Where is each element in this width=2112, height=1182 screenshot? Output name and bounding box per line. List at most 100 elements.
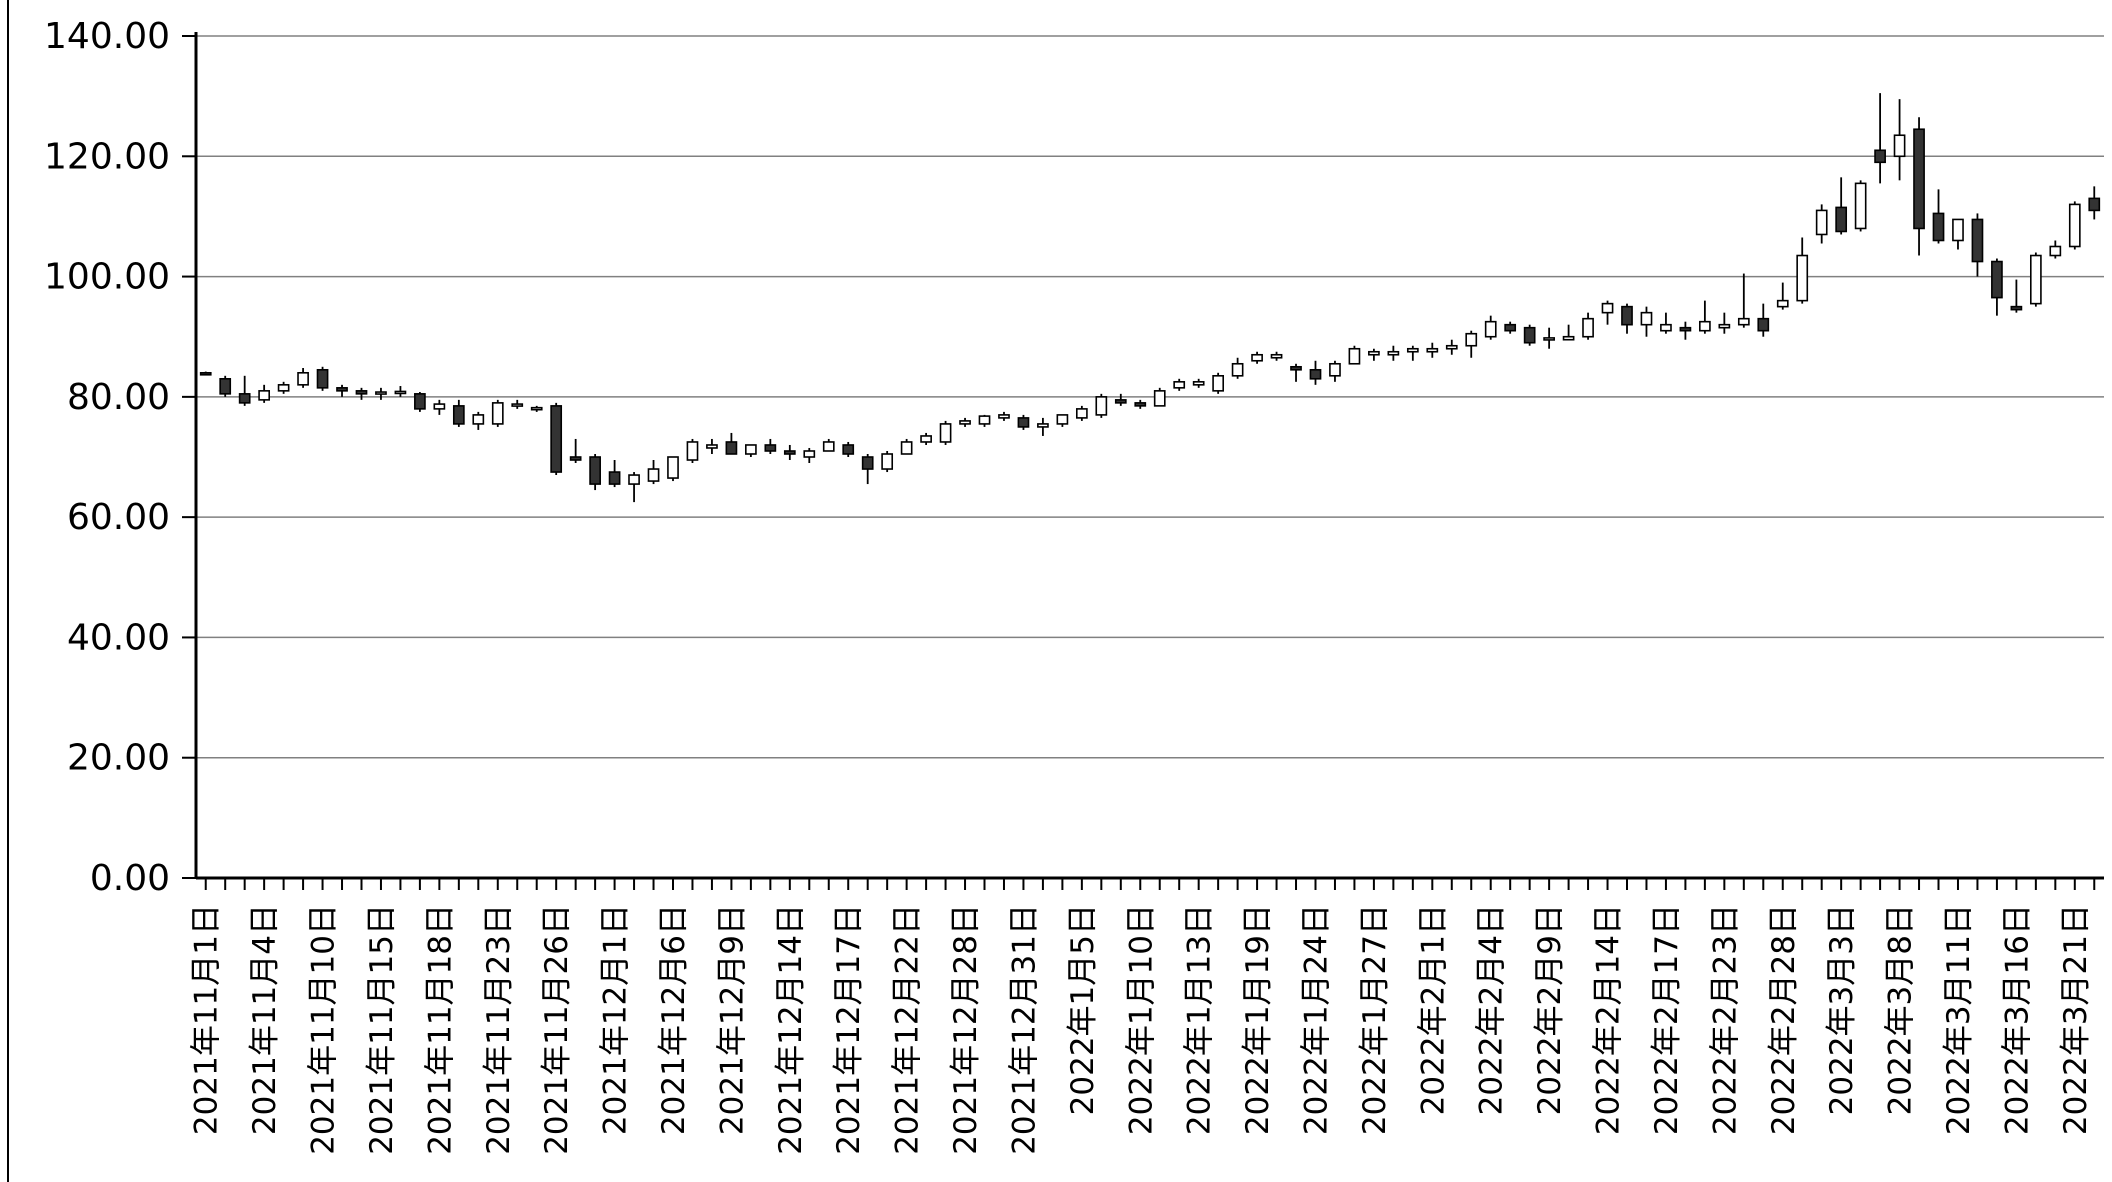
candle bbox=[764, 438, 777, 454]
candle bbox=[998, 411, 1010, 421]
candle-body-up bbox=[1854, 182, 1867, 230]
candle bbox=[336, 384, 348, 397]
candle bbox=[959, 417, 971, 427]
x-tick-label: 2021年12月14日 bbox=[773, 904, 809, 1155]
candle bbox=[375, 387, 387, 400]
candle-body-down bbox=[589, 456, 601, 485]
candle-body-down bbox=[725, 441, 738, 455]
y-tick-label: 120.00 bbox=[44, 136, 170, 177]
candle-body-down bbox=[316, 368, 329, 389]
candle bbox=[2068, 201, 2081, 250]
y-tick-label: 20.00 bbox=[67, 738, 170, 779]
candle bbox=[1426, 342, 1439, 358]
candle-body-up bbox=[822, 441, 835, 452]
candle-body-up bbox=[1776, 299, 1789, 308]
x-tick-label: 2022年3月8日 bbox=[1883, 904, 1919, 1115]
y-tick-label: 40.00 bbox=[67, 617, 170, 658]
x-tick-label: 2021年12月6日 bbox=[656, 904, 692, 1135]
candle-body-down bbox=[336, 387, 348, 392]
candle-body-down bbox=[569, 456, 582, 461]
candle-body-down bbox=[2010, 305, 2023, 311]
x-tick-label: 2021年11月26日 bbox=[539, 904, 575, 1155]
candle-body-down bbox=[355, 390, 368, 395]
candle-body-down bbox=[219, 378, 232, 395]
candle bbox=[1971, 213, 1984, 277]
candle-body-up bbox=[706, 444, 718, 449]
candle-body-down bbox=[1290, 365, 1302, 371]
candle bbox=[706, 438, 718, 454]
candle bbox=[414, 392, 426, 412]
x-tick-label: 2022年1月13日 bbox=[1182, 904, 1218, 1135]
y-tick-label: 60.00 bbox=[67, 497, 170, 538]
candle-body-up bbox=[2068, 203, 2081, 248]
candle bbox=[803, 447, 816, 464]
candle bbox=[1192, 378, 1205, 388]
candle bbox=[1796, 237, 1809, 304]
candle bbox=[589, 453, 601, 491]
x-tick-label: 2021年11月18日 bbox=[422, 904, 458, 1155]
candle-body-up bbox=[1406, 347, 1419, 353]
candle bbox=[745, 444, 757, 457]
candle-body-down bbox=[1134, 402, 1147, 407]
candle-body-up bbox=[1387, 350, 1400, 356]
candle-body-down bbox=[1309, 368, 1322, 380]
candle-body-up bbox=[1368, 350, 1380, 356]
candle-body-up bbox=[1426, 347, 1439, 353]
candle bbox=[1270, 351, 1283, 361]
candle bbox=[1348, 345, 1361, 365]
candle bbox=[472, 411, 485, 430]
candle-body-up bbox=[1737, 317, 1750, 326]
x-tick-label: 2022年2月14日 bbox=[1591, 904, 1627, 1135]
candle bbox=[277, 381, 290, 394]
candle bbox=[920, 432, 932, 445]
candle bbox=[2010, 279, 2023, 313]
candle-body-up bbox=[1231, 362, 1244, 377]
candle bbox=[1251, 351, 1263, 364]
candle bbox=[1835, 177, 1848, 235]
candle bbox=[1660, 312, 1672, 334]
candle-body-up bbox=[1601, 302, 1614, 314]
candle-body-down bbox=[550, 405, 563, 473]
y-tick-label: 0.00 bbox=[90, 858, 170, 899]
candle bbox=[1737, 273, 1750, 328]
candle-body-up bbox=[1270, 353, 1283, 359]
candle-body-down bbox=[1523, 326, 1536, 344]
candle-body-up bbox=[1543, 337, 1555, 341]
candle-body-down bbox=[199, 371, 212, 376]
candle bbox=[297, 367, 309, 388]
candle bbox=[511, 399, 524, 409]
candle bbox=[1037, 417, 1049, 436]
candle-body-down bbox=[1835, 206, 1848, 233]
y-axis: 0.00 20.00 40.00 60.00 80.00 100.00 120.00 140.… bbox=[44, 16, 198, 899]
candle bbox=[647, 460, 660, 485]
candle-body-up bbox=[1251, 353, 1263, 362]
candle bbox=[1815, 204, 1828, 244]
candle bbox=[939, 420, 952, 445]
candle bbox=[1757, 303, 1770, 337]
candle-body-up bbox=[2029, 254, 2042, 305]
candle bbox=[258, 384, 271, 403]
candle bbox=[1640, 306, 1653, 337]
x-tick-label: 2021年12月22日 bbox=[890, 904, 926, 1155]
candle bbox=[1913, 117, 1925, 256]
x-tick-label: 2022年1月19日 bbox=[1240, 904, 1276, 1135]
candle bbox=[1484, 315, 1497, 340]
candle-body-up bbox=[920, 435, 932, 443]
candle bbox=[1562, 324, 1575, 341]
x-tick-label: 2022年3月21日 bbox=[2058, 904, 2094, 1135]
x-tick-label: 2022年1月10日 bbox=[1123, 904, 1159, 1135]
candle-body-up bbox=[277, 384, 290, 392]
candle bbox=[628, 472, 640, 503]
candle-body-up bbox=[1153, 390, 1166, 407]
candle bbox=[1387, 345, 1400, 361]
candle bbox=[1114, 393, 1127, 406]
candle bbox=[978, 414, 991, 427]
y-tick-label: 80.00 bbox=[67, 377, 170, 418]
candle bbox=[1718, 312, 1731, 334]
candle-body-up bbox=[978, 415, 991, 425]
candle-body-up bbox=[1640, 311, 1653, 326]
candle bbox=[686, 438, 699, 464]
candle-body-down bbox=[1757, 317, 1770, 332]
candle bbox=[1679, 321, 1692, 340]
x-tick-label: 2022年2月4日 bbox=[1474, 904, 1510, 1115]
